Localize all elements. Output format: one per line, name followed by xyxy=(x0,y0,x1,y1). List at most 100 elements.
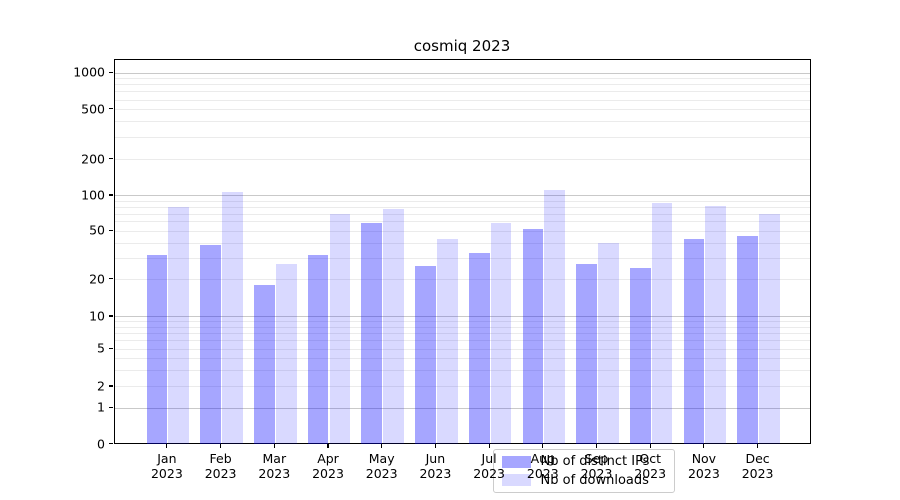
gridline-60 xyxy=(114,221,810,223)
gridline-50 xyxy=(114,230,810,232)
y-tick-label-10: 10 xyxy=(89,308,105,324)
legend: Nb of distinct IPs Nb of downloads xyxy=(492,449,675,493)
gridline-8 xyxy=(114,326,810,328)
x-tick-label-jul: Jul 2023 xyxy=(473,450,505,482)
y-tick-label-5: 5 xyxy=(97,340,105,356)
gridline-5 xyxy=(114,348,810,350)
gridline-900 xyxy=(114,78,810,80)
bar-distinct-ips-apr xyxy=(307,254,329,445)
x-tick-label-feb: Feb 2023 xyxy=(204,450,237,482)
bar-distinct-ips-jul xyxy=(468,253,490,445)
y-tick-5 xyxy=(109,347,113,349)
y-tick-100 xyxy=(109,194,113,196)
x-tick-oct xyxy=(649,443,651,448)
x-tick-label-apr: Apr 2023 xyxy=(312,450,344,482)
x-tick-label-oct: Oct 2023 xyxy=(634,450,667,482)
x-tick-label-may: May 2023 xyxy=(365,450,398,482)
gridline-300 xyxy=(114,136,810,138)
bar-downloads-oct xyxy=(651,203,673,445)
bar-downloads-jan xyxy=(168,207,190,445)
chart-title: cosmiq 2023 xyxy=(413,37,511,55)
y-tick-50 xyxy=(109,229,113,232)
gridline-90 xyxy=(114,200,810,202)
x-tick-dec xyxy=(757,443,759,448)
gridline-100 xyxy=(114,195,810,197)
gridline-7 xyxy=(114,332,810,334)
bar-downloads-jul xyxy=(490,223,512,445)
y-tick-label-1000: 1000 xyxy=(73,64,105,80)
bar-distinct-ips-jan xyxy=(146,254,168,445)
y-tick-label-200: 200 xyxy=(81,151,105,166)
bar-downloads-mar xyxy=(275,263,297,445)
bar-distinct-ips-mar xyxy=(254,285,275,445)
gridline-600 xyxy=(114,99,810,101)
legend-item-downloads: Nb of downloads xyxy=(501,472,666,489)
gridline-1 xyxy=(114,407,810,409)
bar-downloads-jun xyxy=(436,239,458,445)
y-tick-label-20: 20 xyxy=(89,271,105,287)
bar-distinct-ips-dec xyxy=(737,235,759,445)
legend-swatch-downloads xyxy=(501,474,531,487)
x-tick-label-mar: Mar 2023 xyxy=(258,450,291,482)
gridline-4 xyxy=(114,357,810,359)
gridline-700 xyxy=(114,91,810,93)
bar-downloads-may xyxy=(383,209,404,445)
legend-label-downloads: Nb of downloads xyxy=(540,472,649,488)
x-tick-label-jan: Jan 2023 xyxy=(150,450,183,482)
x-tick-label-jun: Jun 2023 xyxy=(419,450,452,482)
bar-distinct-ips-may xyxy=(361,223,383,445)
bar-distinct-ips-aug xyxy=(522,229,544,445)
x-tick-sep xyxy=(595,443,598,448)
y-tick-label-1: 1 xyxy=(97,399,105,415)
x-tick-jan xyxy=(166,443,168,448)
plot-area: Nb of distinct IPs Nb of downloads xyxy=(113,59,811,493)
gridline-30 xyxy=(114,257,810,259)
y-tick-1 xyxy=(109,406,113,408)
bar-downloads-feb xyxy=(222,191,243,445)
x-tick-apr xyxy=(327,443,329,448)
y-tick-10 xyxy=(109,315,113,317)
y-tick-label-0: 0 xyxy=(97,436,105,451)
legend-item-distinct-ips: Nb of distinct IPs xyxy=(501,454,666,470)
x-tick-label-dec: Dec 2023 xyxy=(741,450,774,482)
bar-downloads-nov xyxy=(705,205,727,445)
bar-distinct-ips-jun xyxy=(415,265,436,445)
bar-distinct-ips-feb xyxy=(200,244,222,445)
bar-downloads-aug xyxy=(544,190,566,445)
bar-downloads-dec xyxy=(759,213,780,445)
gridline-400 xyxy=(114,121,810,123)
gridline-500 xyxy=(114,109,810,111)
x-tick-may xyxy=(381,443,383,448)
y-tick-label-500: 500 xyxy=(81,101,105,117)
gridline-80 xyxy=(114,206,810,208)
y-tick-0 xyxy=(109,442,113,445)
bar-distinct-ips-nov xyxy=(683,239,705,445)
y-tick-20 xyxy=(109,278,113,280)
legend-swatch-distinct-ips xyxy=(501,455,531,468)
x-tick-mar xyxy=(273,443,275,448)
y-tick-2 xyxy=(109,385,113,387)
x-tick-label-nov: Nov 2023 xyxy=(687,450,720,482)
y-tick-200 xyxy=(109,157,113,160)
gridline-9 xyxy=(114,321,810,323)
bar-downloads-sep xyxy=(598,243,619,445)
x-tick-jul xyxy=(488,443,490,448)
gridline-10 xyxy=(114,316,810,318)
gridline-20 xyxy=(114,279,810,280)
x-tick-feb xyxy=(220,443,222,448)
y-tick-1000 xyxy=(109,71,113,73)
gridline-40 xyxy=(114,242,810,244)
gridline-3 xyxy=(114,369,810,371)
y-tick-label-100: 100 xyxy=(81,187,105,203)
y-tick-label-50: 50 xyxy=(89,222,105,238)
gridline-70 xyxy=(114,213,810,215)
x-tick-label-sep: Sep 2023 xyxy=(580,450,613,482)
x-tick-jun xyxy=(434,443,436,448)
x-tick-aug xyxy=(542,443,544,448)
bar-downloads-apr xyxy=(329,214,351,445)
gridline-200 xyxy=(114,158,810,160)
gridline-800 xyxy=(114,84,810,86)
bar-distinct-ips-sep xyxy=(576,263,597,445)
gridline-2 xyxy=(114,386,810,388)
